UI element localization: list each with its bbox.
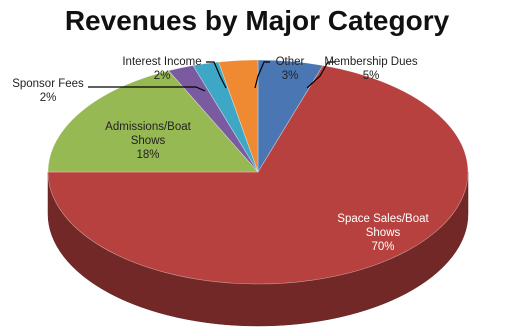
pie-slice-other <box>218 59 259 173</box>
value-space-sales-boat-shows: 70% <box>371 241 394 253</box>
leader-lines <box>88 61 335 92</box>
leader-membership-dues <box>306 61 335 89</box>
value-membership-dues: 5% <box>363 70 380 82</box>
value-sponsor-fees: 2% <box>40 92 57 104</box>
label-sponsor-fees: Sponsor Fees <box>12 78 84 90</box>
value-admissions-boat-shows: 18% <box>136 149 159 161</box>
value-other: 3% <box>282 70 299 82</box>
pie-slice-admissions-boat-shows <box>47 70 259 173</box>
label-admissions-boat-shows: Admissions/Boat Shows <box>105 121 191 147</box>
label-interest-income: Interest Income <box>122 56 201 68</box>
pie-slice-space-sales-boat-shows <box>47 65 469 285</box>
leader-other <box>254 61 270 89</box>
value-interest-income: 2% <box>154 70 171 82</box>
slice-labels: Membership Dues 5% Space Sales/Boat Shows 70… <box>12 56 429 253</box>
chart-title: Revenues by Major Category <box>65 5 450 36</box>
leader-interest-income <box>206 61 227 89</box>
label-other: Other <box>276 56 305 68</box>
label-membership-dues: Membership Dues <box>324 56 418 68</box>
pie-top <box>47 59 469 285</box>
label-space-sales-boat-shows: Space Sales/Boat Shows <box>337 213 429 239</box>
leader-sponsor-fees <box>88 86 206 92</box>
